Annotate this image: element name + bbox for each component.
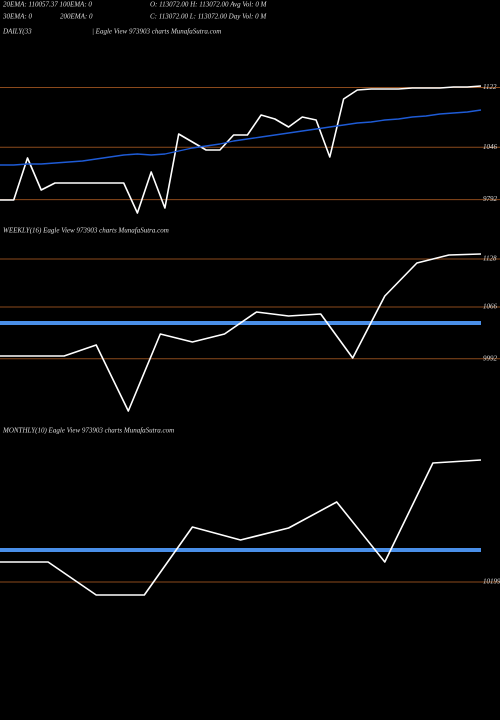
price-line: [0, 85, 482, 214]
y-tick-label: 10199: [483, 578, 500, 586]
chart-title: DAILY(33: [2, 28, 32, 36]
y-tick-label: 1046: [483, 143, 498, 151]
header-text: O: 113072.00 H: 113072.00 Avg Vol: 0 M: [150, 1, 268, 9]
y-tick-label: 9992: [483, 354, 498, 362]
header-text: 20EMA: 110057.37 100EMA: 0: [3, 1, 92, 9]
y-tick-label: 1066: [483, 303, 498, 311]
price-line: [0, 109, 482, 166]
price-line: [0, 253, 482, 412]
header-text: C: 113072.00 L: 113072.00 Day Vol: 0 M: [150, 13, 267, 21]
price-line: [0, 459, 482, 596]
header-text: 30EMA: 0: [2, 13, 32, 21]
y-tick-label: 1122: [483, 83, 497, 91]
header-text: 200EMA: 0: [60, 13, 93, 21]
y-tick-label: 1128: [483, 255, 497, 263]
y-tick-label: 9792: [483, 195, 498, 203]
chart-title: MONTHLY(10) Eagle View 973903 charts Mun…: [2, 427, 174, 435]
chart-subtitle: | Eagle View 973903 charts MunafaSutra.c…: [92, 28, 221, 36]
chart-title: WEEKLY(16) Eagle View 973903 charts Muna…: [3, 227, 169, 235]
